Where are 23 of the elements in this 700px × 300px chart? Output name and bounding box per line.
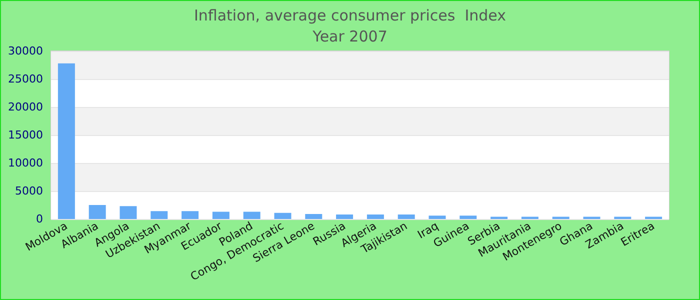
bar bbox=[88, 205, 106, 219]
y-tick-label: 5000 bbox=[15, 184, 43, 198]
bar bbox=[336, 214, 354, 219]
chart-title: Inflation, average consumer prices Index bbox=[194, 6, 506, 24]
chart-subtitle: Year 2007 bbox=[312, 28, 388, 46]
bar bbox=[182, 211, 199, 219]
bar bbox=[460, 216, 477, 219]
bar bbox=[305, 214, 322, 219]
y-tick-label: 25000 bbox=[8, 72, 43, 86]
y-tick-label: 10000 bbox=[8, 156, 43, 170]
bar bbox=[398, 214, 415, 219]
bar bbox=[120, 206, 137, 219]
y-tick-label: 15000 bbox=[8, 128, 43, 142]
bar bbox=[212, 212, 230, 219]
bar bbox=[150, 211, 168, 219]
bar bbox=[366, 214, 384, 219]
bar bbox=[58, 63, 75, 219]
bar bbox=[243, 212, 260, 219]
y-tick-label: 20000 bbox=[8, 100, 43, 114]
bar bbox=[274, 212, 292, 219]
y-tick-label: 0 bbox=[36, 212, 43, 226]
bar bbox=[428, 216, 446, 219]
y-tick-label: 30000 bbox=[8, 44, 43, 58]
